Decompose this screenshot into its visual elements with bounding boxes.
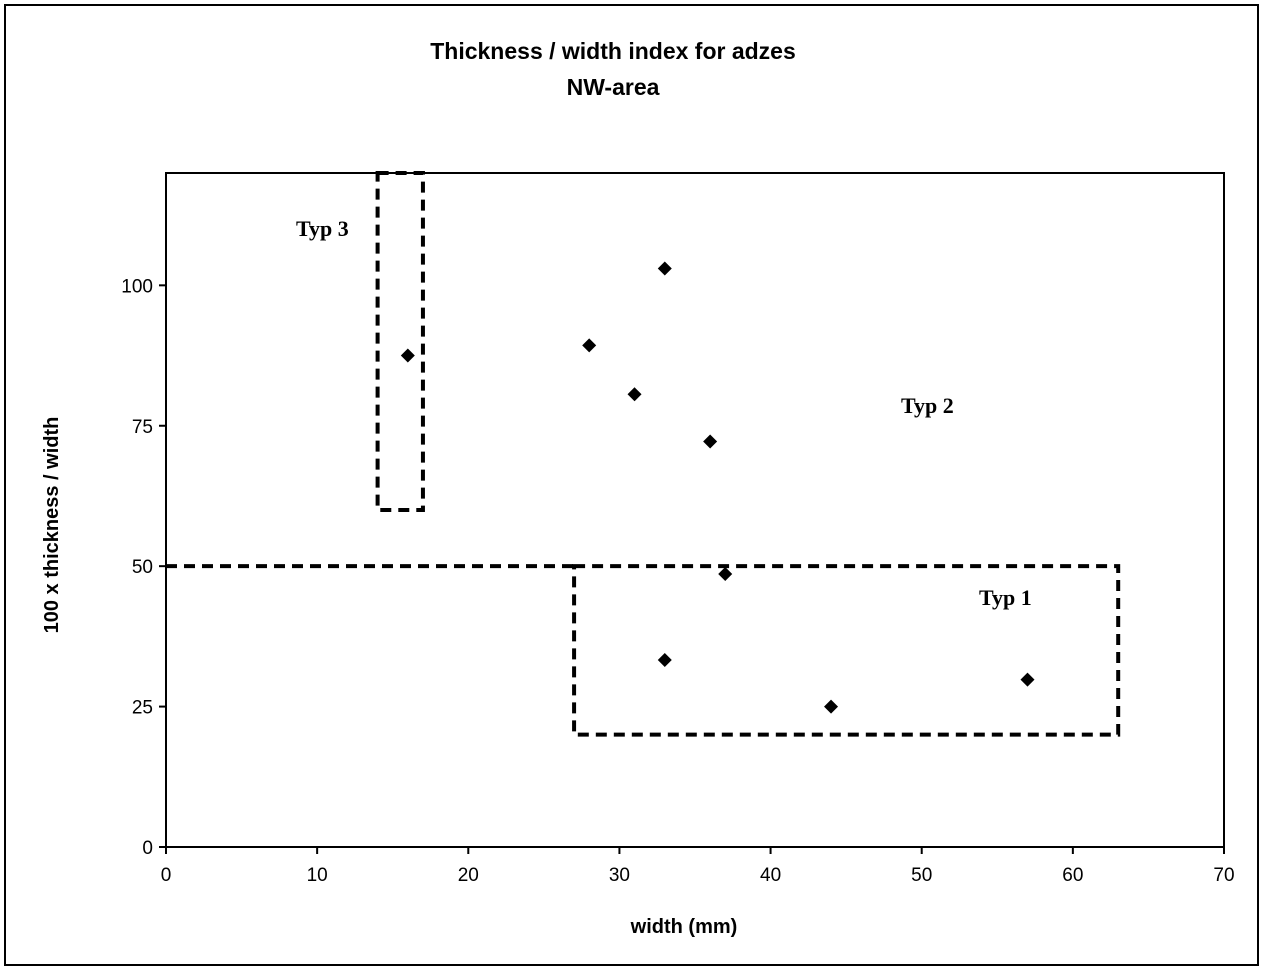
data-point xyxy=(1020,672,1035,687)
x-tick-label: 40 xyxy=(760,865,781,886)
y-tick-label: 50 xyxy=(132,557,153,578)
data-point xyxy=(703,434,718,449)
data-point xyxy=(657,261,672,276)
group-label-typ-3: Typ 3 xyxy=(296,216,349,241)
x-axis-label: width (mm) xyxy=(630,916,738,938)
data-points xyxy=(400,261,1035,714)
y-tick-label: 25 xyxy=(132,698,153,719)
y-tick-label: 75 xyxy=(132,417,153,438)
group-boxes xyxy=(166,171,1121,737)
group-label-typ-1: Typ 1 xyxy=(979,585,1032,610)
data-point xyxy=(627,387,642,402)
x-tick-label: 20 xyxy=(458,865,479,886)
group-box-typ-1 xyxy=(572,564,1121,737)
x-axis-ticks: 0 10 20 30 40 50 60 70 xyxy=(161,847,1235,886)
y-axis-ticks: 0 25 50 75 100 xyxy=(121,276,166,859)
y-tick-label: 0 xyxy=(142,838,153,859)
data-point xyxy=(582,338,597,353)
x-tick-label: 60 xyxy=(1062,865,1083,886)
group-box-typ-3 xyxy=(375,171,425,512)
x-tick-label: 10 xyxy=(307,865,328,886)
chart-title: Thickness / width index for adzes xyxy=(430,38,796,64)
chart-subtitle: NW-area xyxy=(567,74,660,100)
data-point xyxy=(657,652,672,667)
plot-area xyxy=(165,172,1225,848)
x-tick-label: 50 xyxy=(911,865,932,886)
y-axis-label: 100 x thickness / width xyxy=(41,417,63,634)
x-tick-label: 0 xyxy=(161,865,172,886)
y-tick-label: 100 xyxy=(121,276,153,297)
x-tick-label: 30 xyxy=(609,865,630,886)
data-point xyxy=(718,567,733,582)
data-point xyxy=(400,348,415,363)
group-label-typ-2: Typ 2 xyxy=(901,393,954,418)
data-point xyxy=(824,699,839,714)
x-tick-label: 70 xyxy=(1213,865,1234,886)
